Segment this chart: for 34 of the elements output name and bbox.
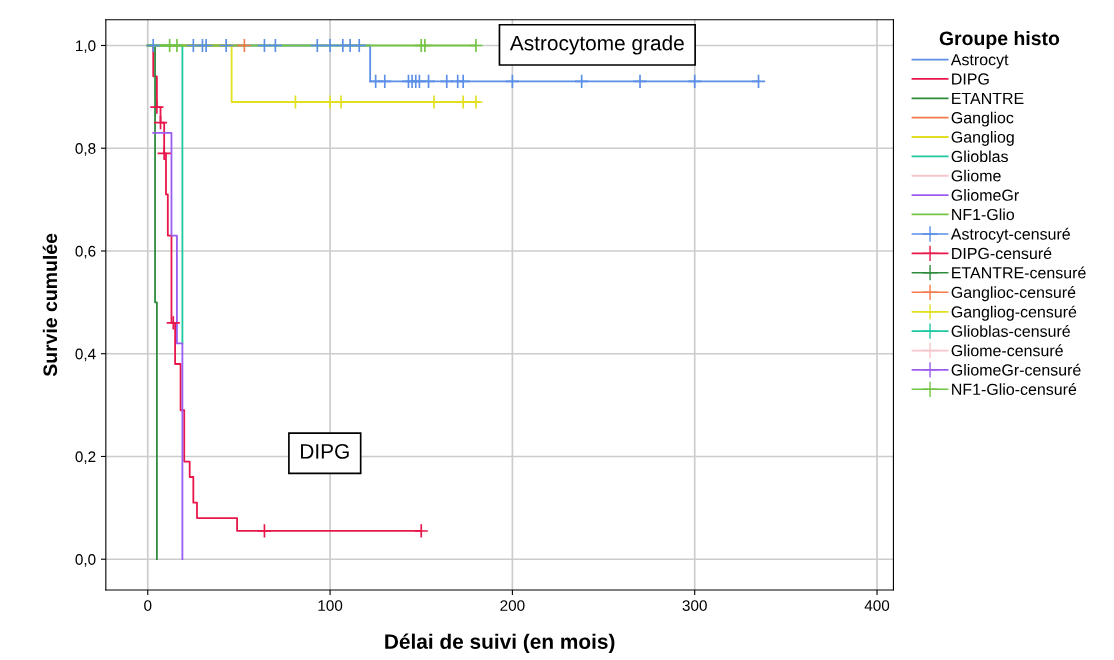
x-tick-label: 300 (682, 600, 707, 611)
x-tick-label: 100 (318, 600, 343, 611)
legend-label: NF1-Glio (952, 208, 1015, 221)
legend-label: Ganglioc-censuré (951, 286, 1076, 302)
y-tick-label: 1,0 (76, 40, 96, 53)
legend-label: ETANTRE-censuré (952, 266, 1086, 279)
annotation: Astrocytome grade (509, 35, 684, 55)
annotation: DIPG (301, 444, 349, 459)
legend-title: Groupe histo (939, 30, 1060, 50)
x-tick-label: 0 (144, 600, 152, 611)
x-tick-label: 200 (500, 600, 525, 611)
legend-label: NF1-Glio-censuré (952, 383, 1077, 396)
legend-label: DIPG (952, 73, 989, 85)
legend-label: GliomeGr-censuré (951, 363, 1081, 376)
y-tick-label: 0,4 (75, 348, 96, 362)
y-tick-label: 0,0 (75, 554, 96, 567)
legend-label: GliomeGr (951, 189, 1019, 201)
legend-label: Gangliog-censuré (951, 305, 1077, 321)
legend-label: Gangliog (951, 131, 1014, 146)
y-tick-label: 0,8 (75, 143, 96, 156)
y-tick-label: 0,6 (75, 245, 96, 259)
legend-label: Astrocyt-censuré (950, 227, 1070, 243)
legend-label: Astrocyt (950, 54, 1009, 69)
y-axis-title: Survie cumulée (42, 233, 58, 377)
x-tick-label: 400 (864, 600, 890, 611)
legend-label: DIPG-censuré (952, 247, 1052, 260)
legend-label: Gliome-censuré (951, 344, 1063, 357)
legend-label: Glioblas-censuré (951, 325, 1070, 337)
legend-label: Gliome (951, 169, 1001, 182)
x-axis-title: Délai de suivi (en mois) (385, 633, 615, 654)
y-tick-label: 0,2 (75, 451, 96, 464)
legend-label: Ganglioc (951, 111, 1014, 127)
legend-label: Glioblas (951, 150, 1008, 163)
legend-label: ETANTRE (952, 92, 1024, 104)
